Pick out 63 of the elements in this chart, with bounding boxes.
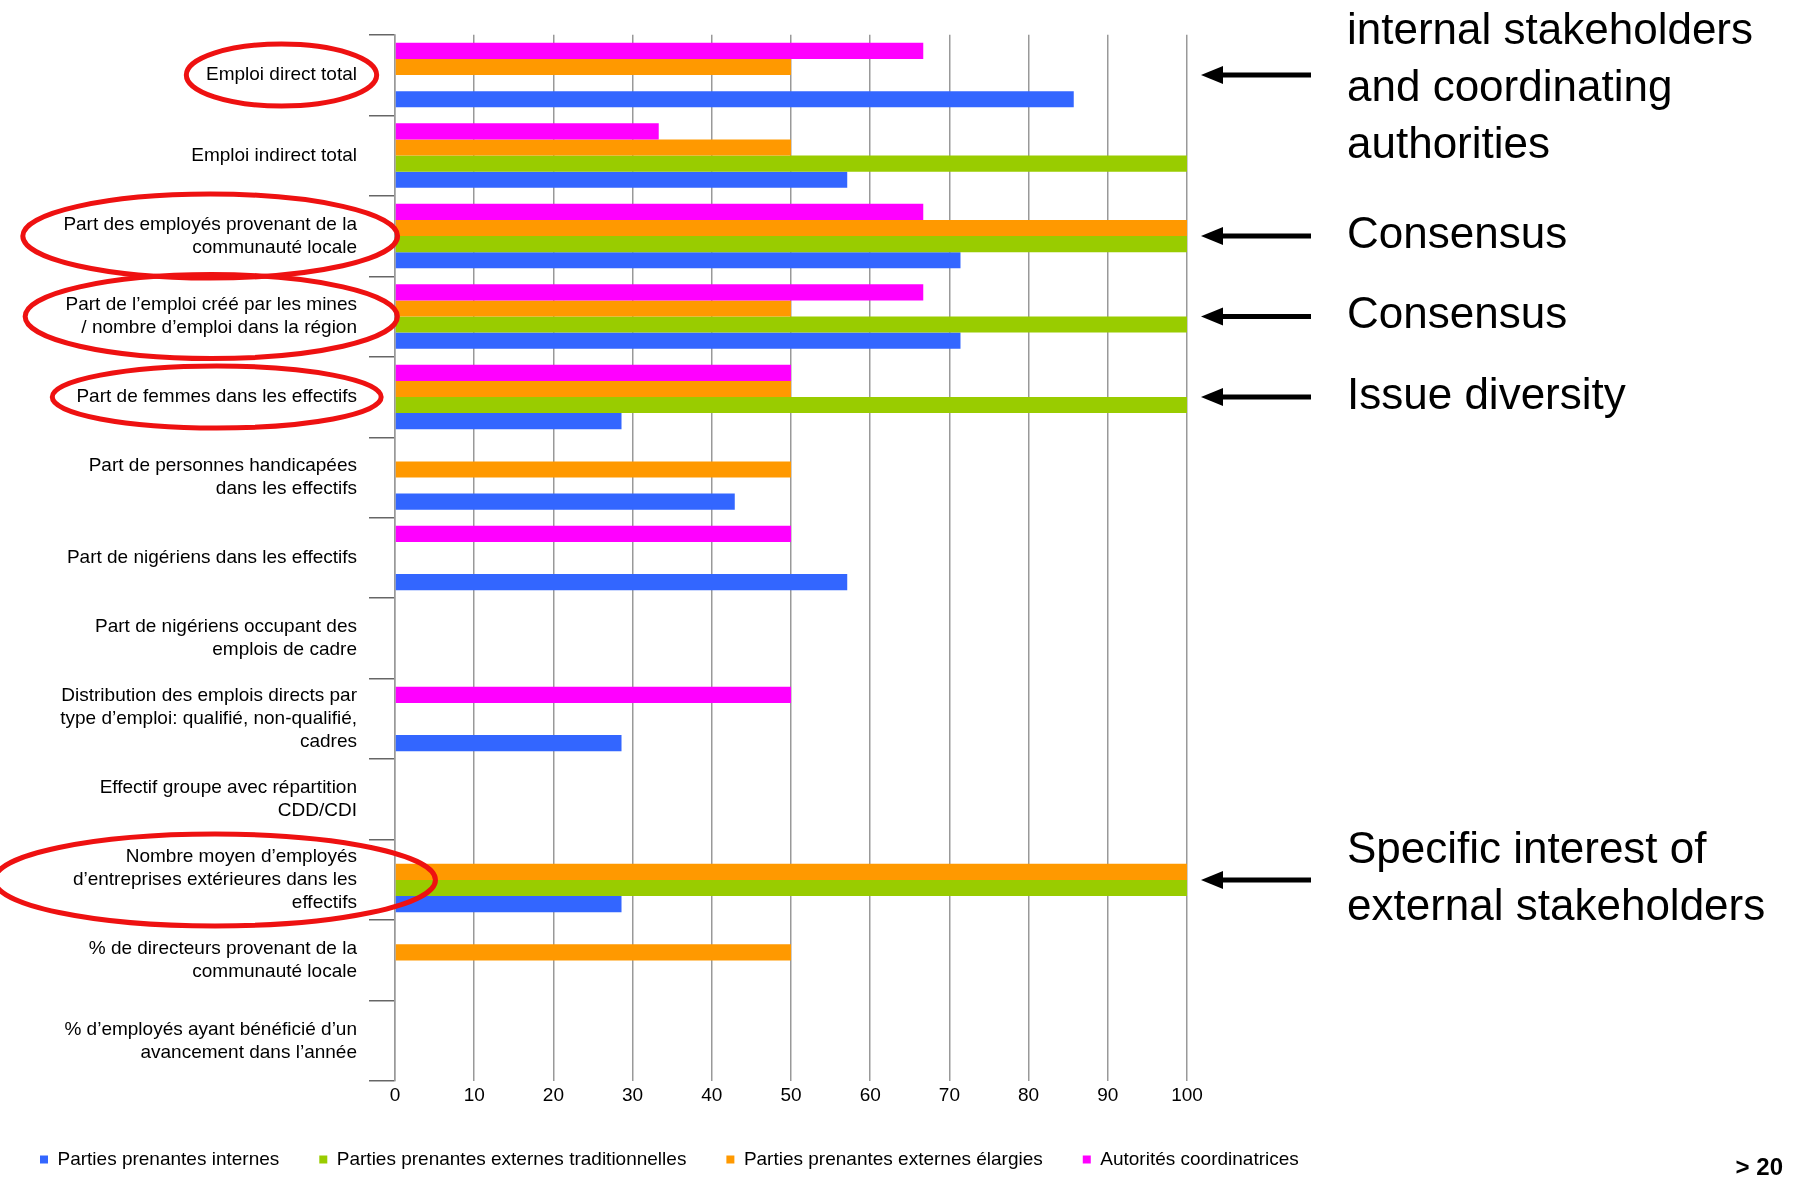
x-tick-label: 10: [463, 1083, 485, 1105]
bar: [395, 155, 1187, 172]
bar: [395, 219, 1187, 237]
x-tick-label: 20: [542, 1083, 564, 1105]
bar: [395, 461, 791, 478]
x-tick-label: 0: [389, 1083, 401, 1105]
bar: [395, 252, 961, 269]
y-tick-label: Emploi direct total: [205, 63, 357, 85]
bar: [395, 863, 1187, 880]
y-tick-label: Part de nigériens occupant des emplois de cadre: [95, 615, 357, 660]
y-tick-label: Part de femmes dans les effectifs: [76, 385, 357, 407]
legend-label: Autorités coordinatrices: [1100, 1147, 1299, 1169]
x-tick-label: 90: [1097, 1083, 1119, 1105]
bar: [395, 91, 1074, 108]
bar: [395, 42, 924, 59]
bar: [395, 397, 1187, 414]
x-tick-label: 40: [701, 1083, 723, 1105]
bar: [395, 316, 1187, 333]
bar: [395, 332, 961, 349]
bar: [395, 300, 791, 317]
bar: [395, 284, 924, 301]
text: Specific interest of external stakeholders: [1347, 821, 1767, 931]
bar: [395, 171, 848, 188]
y-tick-label: Part des employés provenant de la communauté locale: [63, 212, 358, 257]
bar: [395, 525, 791, 542]
y-tick-label: Part de l’emploi créé par les mines / nombre d’emploi dans la région: [65, 293, 357, 338]
x-tick-label: 70: [938, 1083, 960, 1105]
text: > 20: [1735, 1153, 1783, 1181]
bar: [395, 686, 791, 703]
bar: [395, 879, 1187, 897]
y-tick-label: % d’employés ayant bénéficié d’un avancement dans l’année: [64, 1017, 357, 1062]
bar: [395, 735, 622, 752]
y-tick-label: Part de personnes handicapées dans les effectifs: [88, 454, 357, 499]
bar: [395, 203, 924, 220]
y-tick-label: Part de nigériens dans les effectifs: [66, 546, 357, 568]
bar: [395, 413, 622, 430]
x-tick-label: 80: [1018, 1083, 1040, 1105]
text: Consensus: [1347, 206, 1569, 259]
y-tick-label: Emploi indirect total: [191, 143, 357, 165]
x-tick-label: 100: [1171, 1083, 1203, 1105]
text: Consensus: [1347, 287, 1569, 339]
legend-label: Parties prenantes internes: [57, 1147, 280, 1169]
bar: [395, 364, 791, 381]
bar: [395, 139, 791, 156]
bar: [395, 58, 791, 76]
y-tick-label: % de directeurs provenant de la communauté locale: [88, 937, 358, 982]
x-tick-label: 60: [859, 1083, 881, 1105]
x-tick-label: 30: [622, 1083, 644, 1105]
legend-label: Parties prenantes externes traditionnelles: [336, 1147, 687, 1169]
bar: [395, 123, 659, 140]
y-tick-label: Effectif groupe avec répartition CDD/CDI: [99, 776, 357, 821]
bar: [395, 236, 1187, 253]
legend-label: Parties prenantes externes élargies: [743, 1147, 1043, 1169]
bar: [395, 380, 791, 398]
bar: [395, 493, 735, 510]
bar: [395, 896, 622, 913]
y-tick-label: Distribution des emplois directs par type d’emploi: qualifié, non-qualifié, cadres: [60, 684, 358, 752]
bar: [395, 944, 791, 961]
y-tick-label: Nombre moyen d’employés d’entreprises extérieures dans les effectifs: [72, 845, 357, 912]
text: internal stakeholders and coordinating authorities: [1347, 3, 1754, 169]
text: Issue diversity: [1347, 367, 1627, 420]
bar: [395, 574, 848, 591]
x-tick-label: 50: [780, 1083, 802, 1105]
